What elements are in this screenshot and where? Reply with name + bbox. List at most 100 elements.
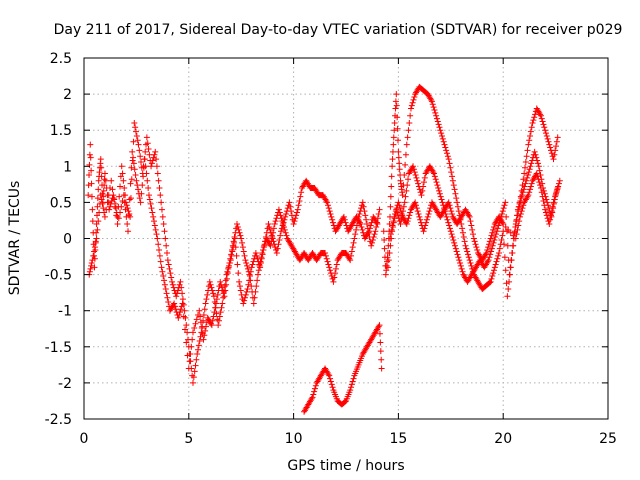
data-point (428, 98, 435, 105)
data-point (524, 147, 531, 154)
data-point (197, 313, 204, 320)
data-point (284, 205, 291, 212)
data-point (169, 281, 176, 288)
data-point (237, 232, 244, 239)
data-point (433, 179, 440, 186)
data-point (406, 212, 413, 219)
data-point (174, 290, 181, 297)
x-axis-label: GPS time / hours (287, 458, 404, 474)
data-point (553, 190, 560, 197)
data-point (391, 213, 398, 220)
data-point (293, 212, 300, 219)
data-point (542, 130, 549, 137)
data-point (438, 130, 445, 137)
data-point (454, 251, 461, 258)
data-point (160, 221, 167, 228)
data-point (512, 235, 519, 242)
data-point (421, 174, 428, 181)
data-point (348, 248, 355, 255)
data-point (499, 232, 506, 239)
data-point (103, 206, 110, 213)
data-point (141, 156, 148, 163)
data-point (177, 306, 184, 313)
data-point (541, 202, 548, 209)
data-point (217, 309, 224, 316)
series-track-f (387, 170, 561, 264)
data-point (438, 196, 445, 203)
data-point (175, 314, 182, 321)
data-point (434, 182, 441, 189)
data-point (332, 270, 339, 277)
data-point (544, 199, 551, 206)
data-point (527, 132, 534, 139)
data-point (191, 325, 198, 332)
x-tick-label: 10 (285, 431, 303, 447)
data-point (451, 239, 458, 246)
data-point (374, 219, 381, 226)
data-point (237, 287, 244, 294)
data-point (254, 277, 261, 284)
data-point (297, 193, 304, 200)
data-point (231, 234, 238, 241)
data-point (551, 151, 558, 158)
data-point (157, 192, 164, 199)
data-point (519, 192, 526, 199)
data-point (402, 161, 409, 168)
data-point (525, 192, 532, 199)
data-point (490, 226, 497, 233)
data-point (291, 218, 298, 225)
data-point (243, 260, 250, 267)
data-point (415, 180, 422, 187)
data-point (414, 177, 421, 184)
data-point (244, 286, 251, 293)
data-point (148, 205, 155, 212)
data-point (470, 231, 477, 238)
data-point (407, 105, 414, 112)
data-point (556, 177, 563, 184)
data-point (430, 104, 437, 111)
data-point (378, 365, 385, 372)
data-point (397, 205, 404, 212)
data-point (101, 176, 108, 183)
data-point (443, 213, 450, 220)
data-point (217, 278, 224, 285)
data-point (405, 127, 412, 134)
data-point (412, 199, 419, 206)
data-point (536, 179, 543, 186)
data-point (460, 234, 467, 241)
data-point (259, 249, 266, 256)
data-point (461, 238, 468, 245)
data-point (529, 119, 536, 126)
data-point (117, 209, 124, 216)
y-tick-label: 2 (63, 87, 72, 103)
data-point (177, 278, 184, 285)
data-point (181, 307, 188, 314)
data-point (131, 166, 138, 173)
data-point (516, 218, 523, 225)
y-tick-label: -1.5 (45, 340, 72, 356)
data-point (550, 156, 557, 163)
data-point (278, 215, 285, 222)
data-point (416, 186, 423, 193)
data-point (102, 177, 109, 184)
data-point (144, 177, 151, 184)
data-point (241, 294, 248, 301)
data-point (427, 205, 434, 212)
data-point (98, 196, 105, 203)
data-point (190, 374, 197, 381)
data-point (148, 160, 155, 167)
data-point (153, 231, 160, 238)
data-point (322, 252, 329, 259)
data-point (368, 219, 375, 226)
data-point (115, 215, 122, 222)
data-point (193, 356, 200, 363)
data-point (388, 226, 395, 233)
data-point (130, 154, 137, 161)
data-point (271, 221, 278, 228)
data-point (230, 238, 237, 245)
data-point (99, 200, 106, 207)
data-point (457, 262, 464, 269)
data-point (166, 265, 173, 272)
data-point (392, 98, 399, 105)
data-point (555, 180, 562, 187)
